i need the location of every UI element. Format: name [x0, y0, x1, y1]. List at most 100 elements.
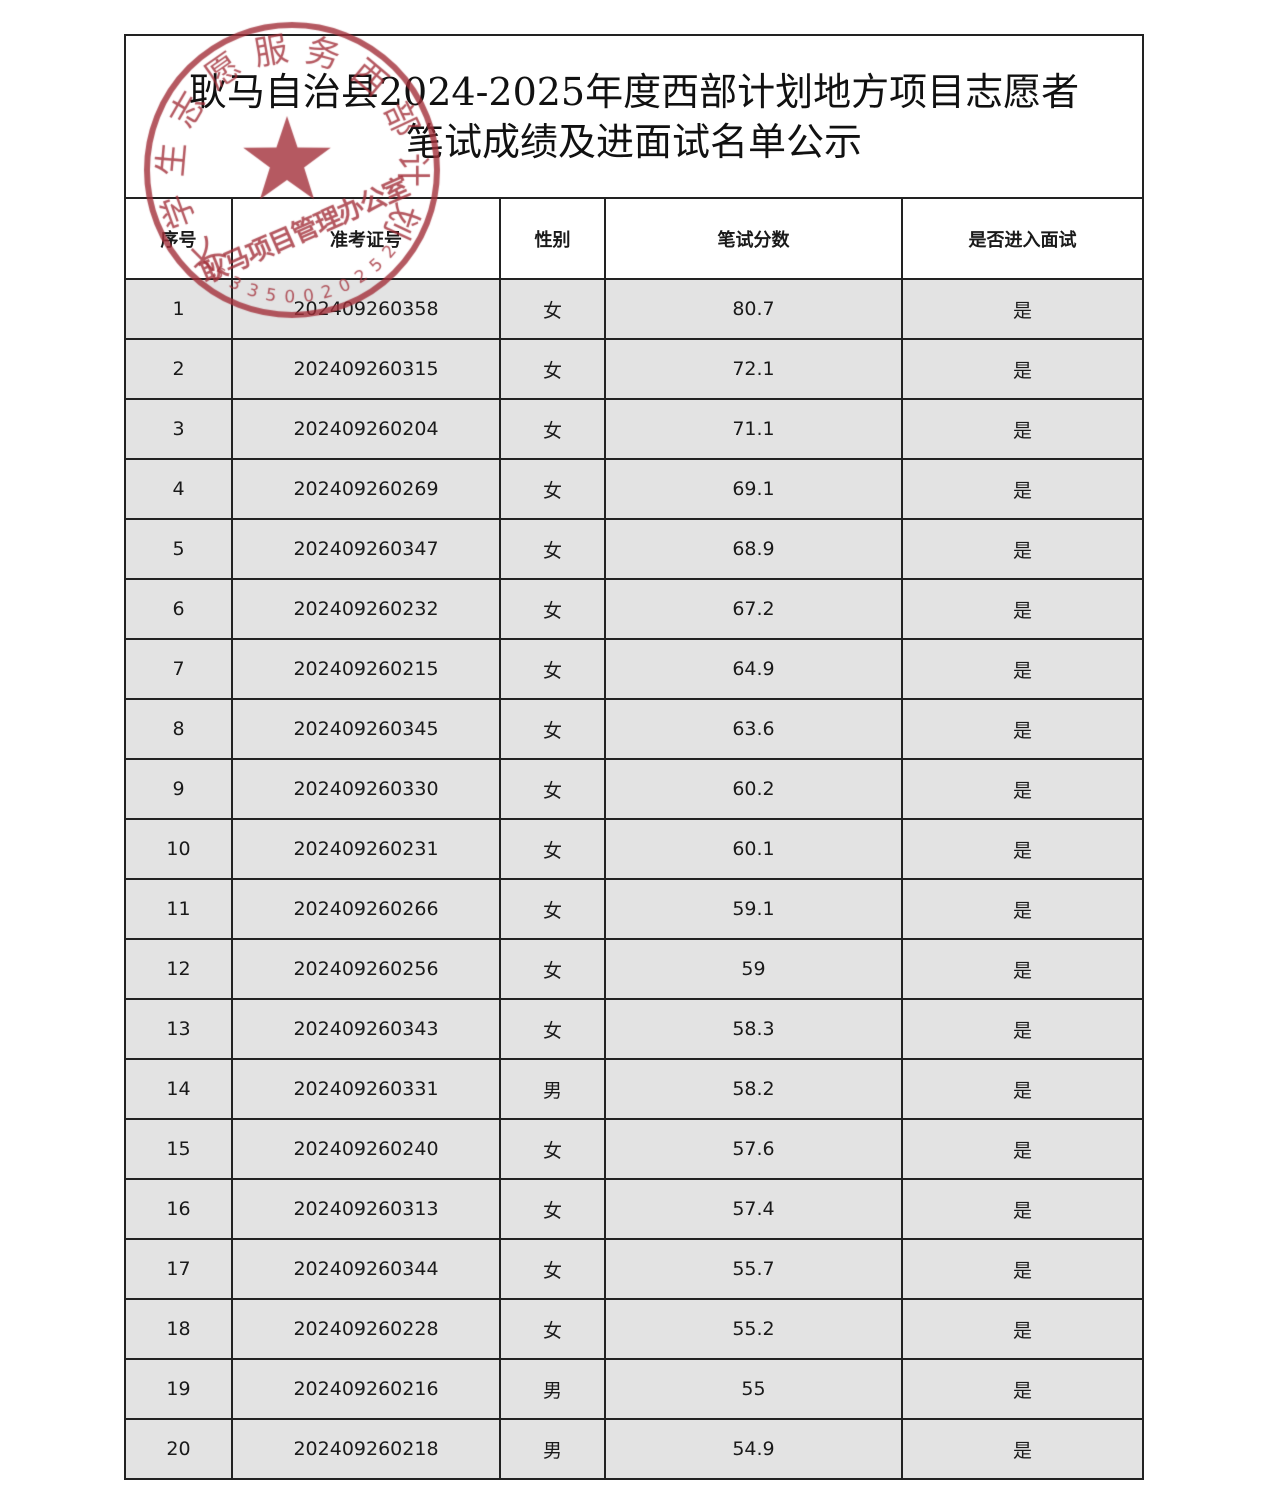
gender: 女 [499, 1298, 606, 1360]
row-index: 12 [126, 938, 233, 1000]
interview-status: 是 [901, 398, 1142, 460]
exam-id: 202409260344 [231, 1238, 501, 1300]
table-row: 9 202409260330 女 60.2 是 [126, 758, 1142, 820]
exam-id: 202409260313 [231, 1178, 501, 1240]
exam-id: 202409260345 [231, 698, 501, 760]
interview-status: 是 [901, 878, 1142, 940]
row-index: 8 [126, 698, 233, 760]
table-row: 14 202409260331 男 58.2 是 [126, 1058, 1142, 1120]
row-index: 15 [126, 1118, 233, 1180]
exam-id: 202409260315 [231, 338, 501, 400]
exam-id: 202409260269 [231, 458, 501, 520]
table-row: 4 202409260269 女 69.1 是 [126, 458, 1142, 520]
results-table: 序号 准考证号 性别 笔试分数 是否进入面试 1 202409260358 女 80.… [126, 199, 1142, 1478]
score: 80.7 [604, 278, 903, 340]
interview-status: 是 [901, 998, 1142, 1060]
score: 57.4 [604, 1178, 903, 1240]
title-line-2: 笔试成绩及进面试名单公示 [405, 119, 862, 164]
gender: 男 [499, 1358, 606, 1420]
table-row: 11 202409260266 女 59.1 是 [126, 878, 1142, 940]
table-header-row: 序号 准考证号 性别 笔试分数 是否进入面试 [126, 199, 1142, 280]
score: 64.9 [604, 638, 903, 700]
gender: 女 [499, 278, 606, 340]
exam-id: 202409260266 [231, 878, 501, 940]
exam-id: 202409260216 [231, 1358, 501, 1420]
table-row: 17 202409260344 女 55.7 是 [126, 1238, 1142, 1300]
table-row: 20 202409260218 男 54.9 是 [126, 1418, 1142, 1478]
gender: 女 [499, 638, 606, 700]
score: 58.2 [604, 1058, 903, 1120]
row-index: 14 [126, 1058, 233, 1120]
gender: 女 [499, 1178, 606, 1240]
score: 69.1 [604, 458, 903, 520]
exam-id: 202409260228 [231, 1298, 501, 1360]
table-row: 10 202409260231 女 60.1 是 [126, 818, 1142, 880]
interview-status: 是 [901, 818, 1142, 880]
gender: 女 [499, 938, 606, 1000]
row-index: 7 [126, 638, 233, 700]
table-row: 8 202409260345 女 63.6 是 [126, 698, 1142, 760]
table-row: 3 202409260204 女 71.1 是 [126, 398, 1142, 460]
score: 72.1 [604, 338, 903, 400]
score: 55.2 [604, 1298, 903, 1360]
document: 耿马自治县2024-2025年度西部计划地方项目志愿者 笔试成绩及进面试名单公示… [124, 34, 1144, 1480]
row-index: 5 [126, 518, 233, 580]
gender: 女 [499, 518, 606, 580]
score: 59.1 [604, 878, 903, 940]
interview-status: 是 [901, 518, 1142, 580]
exam-id: 202409260232 [231, 578, 501, 640]
gender: 女 [499, 398, 606, 460]
exam-id: 202409260330 [231, 758, 501, 820]
interview-status: 是 [901, 1298, 1142, 1360]
exam-id: 202409260347 [231, 518, 501, 580]
gender: 女 [499, 458, 606, 520]
interview-status: 是 [901, 1178, 1142, 1240]
interview-status: 是 [901, 1118, 1142, 1180]
interview-status: 是 [901, 458, 1142, 520]
header-gender: 性别 [499, 199, 606, 280]
exam-id: 202409260240 [231, 1118, 501, 1180]
table-row: 2 202409260315 女 72.1 是 [126, 338, 1142, 400]
table-row: 7 202409260215 女 64.9 是 [126, 638, 1142, 700]
header-index: 序号 [126, 199, 233, 280]
gender: 男 [499, 1058, 606, 1120]
row-index: 18 [126, 1298, 233, 1360]
gender: 女 [499, 758, 606, 820]
gender: 男 [499, 1418, 606, 1478]
gender: 女 [499, 878, 606, 940]
row-index: 17 [126, 1238, 233, 1300]
row-index: 6 [126, 578, 233, 640]
score: 60.2 [604, 758, 903, 820]
score: 60.1 [604, 818, 903, 880]
gender: 女 [499, 338, 606, 400]
header-exam-id: 准考证号 [231, 199, 501, 280]
header-interview: 是否进入面试 [901, 199, 1142, 280]
table-row: 6 202409260232 女 67.2 是 [126, 578, 1142, 640]
score: 59 [604, 938, 903, 1000]
interview-status: 是 [901, 1358, 1142, 1420]
interview-status: 是 [901, 578, 1142, 640]
table-row: 15 202409260240 女 57.6 是 [126, 1118, 1142, 1180]
table-row: 1 202409260358 女 80.7 是 [126, 278, 1142, 340]
exam-id: 202409260215 [231, 638, 501, 700]
title-line-1: 耿马自治县2024-2025年度西部计划地方项目志愿者 [188, 69, 1080, 114]
score: 57.6 [604, 1118, 903, 1180]
row-index: 20 [126, 1418, 233, 1478]
table-row: 16 202409260313 女 57.4 是 [126, 1178, 1142, 1240]
row-index: 16 [126, 1178, 233, 1240]
gender: 女 [499, 998, 606, 1060]
gender: 女 [499, 698, 606, 760]
row-index: 9 [126, 758, 233, 820]
row-index: 10 [126, 818, 233, 880]
score: 67.2 [604, 578, 903, 640]
exam-id: 202409260204 [231, 398, 501, 460]
exam-id: 202409260331 [231, 1058, 501, 1120]
header-score: 笔试分数 [604, 199, 903, 280]
score: 54.9 [604, 1418, 903, 1478]
score: 55 [604, 1358, 903, 1420]
document-title: 耿马自治县2024-2025年度西部计划地方项目志愿者 笔试成绩及进面试名单公示 [126, 36, 1142, 199]
gender: 女 [499, 1118, 606, 1180]
score: 58.3 [604, 998, 903, 1060]
interview-status: 是 [901, 338, 1142, 400]
exam-id: 202409260256 [231, 938, 501, 1000]
